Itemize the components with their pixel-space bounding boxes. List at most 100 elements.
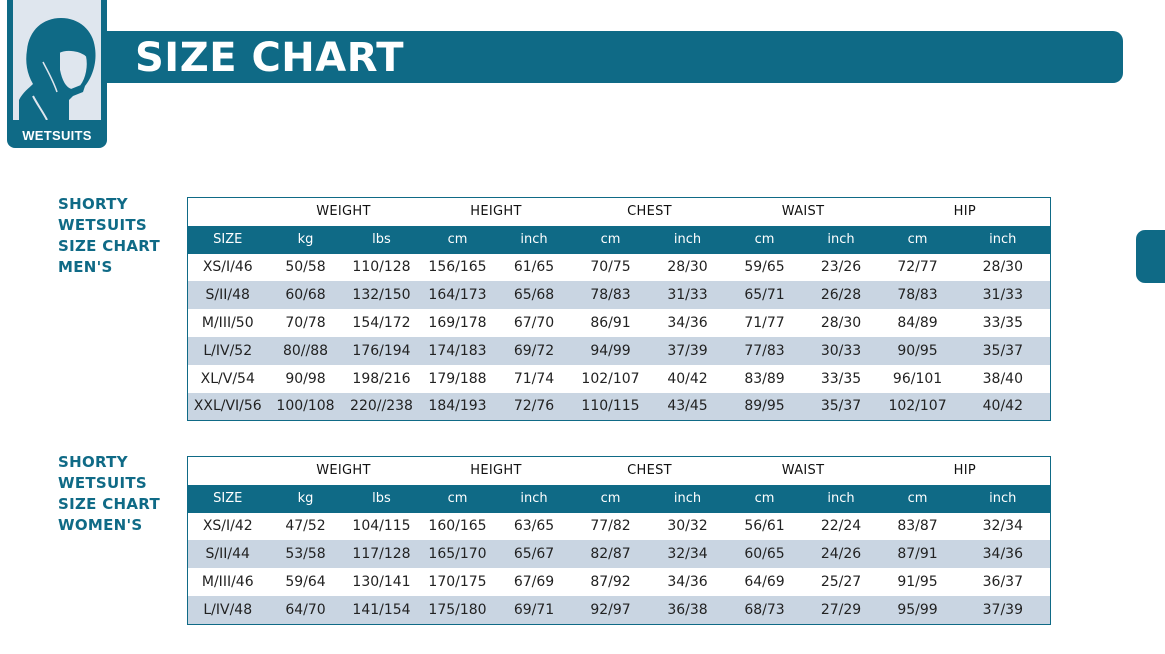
column-header-cell: cm	[419, 225, 496, 254]
table-cell: 117/128	[343, 540, 420, 569]
men-section-label: SHORTY WETSUITS SIZE CHART MEN'S	[58, 194, 178, 278]
table-cell: 64/70	[267, 595, 344, 625]
table-cell: 34/36	[648, 309, 727, 337]
table-cell: 67/69	[495, 568, 573, 596]
column-header-cell: inch	[955, 225, 1051, 254]
group-header-cell: WAIST	[726, 197, 880, 226]
column-header-cell: inch	[495, 484, 573, 513]
column-header-cell: cm	[572, 484, 649, 513]
table-cell: 31/33	[955, 281, 1051, 310]
table-cell: 77/82	[572, 512, 649, 541]
table-cell: 110/128	[343, 253, 420, 282]
table-cell: 67/70	[495, 309, 573, 337]
women-label-line: SIZE CHART	[58, 495, 161, 513]
table-cell: 63/65	[495, 512, 573, 541]
group-header-cell: WAIST	[726, 456, 880, 485]
women-label-line: WETSUITS	[58, 474, 148, 492]
table-cell: 80//88	[267, 336, 344, 365]
group-header-cell: WEIGHT	[267, 197, 420, 226]
table-cell: 33/35	[955, 309, 1051, 337]
table-cell: 70/78	[267, 309, 344, 337]
column-header-cell: inch	[802, 225, 880, 254]
table-cell: 110/115	[572, 392, 649, 421]
men-size-table: WEIGHT HEIGHT CHEST WAIST HIP SIZE kg lbs cm inch…	[187, 197, 1052, 422]
table-cell: 37/39	[955, 595, 1051, 625]
table-row: M/III/50 70/78 154/172 169/178 67/70 86/91 34/…	[187, 309, 1051, 337]
table-cell: M/III/50	[187, 309, 268, 337]
table-cell: 53/58	[267, 540, 344, 569]
table-cell: L/IV/48	[187, 595, 268, 625]
table-cell: 160/165	[419, 512, 496, 541]
men-label-line: SIZE CHART	[58, 237, 161, 255]
column-header-cell: kg	[267, 484, 344, 513]
table-cell: XXL/VI/56	[187, 392, 268, 421]
group-header-cell: HEIGHT	[419, 456, 573, 485]
table-cell: 179/188	[419, 364, 496, 393]
column-header-cell: lbs	[343, 225, 420, 254]
group-header-cell: WEIGHT	[267, 456, 420, 485]
table-cell: 174/183	[419, 336, 496, 365]
table-cell: XL/V/54	[187, 364, 268, 393]
column-header-row: SIZE kg lbs cm inch cm inch cm inch cm inch	[187, 225, 1051, 254]
table-cell: 90/98	[267, 364, 344, 393]
table-cell: 132/150	[343, 281, 420, 310]
table-cell: 102/107	[572, 364, 649, 393]
table-cell: 47/52	[267, 512, 344, 541]
table-cell: 65/67	[495, 540, 573, 569]
table-cell: 28/30	[648, 253, 727, 282]
table-cell: 175/180	[419, 595, 496, 625]
table-row: XXL/VI/56 100/108 220//238 184/193 72/76 110/…	[187, 392, 1051, 421]
badge-label: WETSUITS	[22, 128, 92, 143]
table-cell: 77/83	[726, 336, 803, 365]
group-header-blank	[187, 197, 268, 226]
group-header-cell: HIP	[879, 456, 1051, 485]
table-cell: 104/115	[343, 512, 420, 541]
women-label-line: SHORTY	[58, 453, 128, 471]
table-cell: 82/87	[572, 540, 649, 569]
women-size-table: WEIGHT HEIGHT CHEST WAIST HIP SIZE kg lbs cm inch…	[187, 456, 1052, 625]
group-header-cell: HEIGHT	[419, 197, 573, 226]
table-cell: 156/165	[419, 253, 496, 282]
group-header-blank	[187, 456, 268, 485]
table-cell: 102/107	[879, 392, 956, 421]
column-header-cell: lbs	[343, 484, 420, 513]
group-header-cell: HIP	[879, 197, 1051, 226]
column-header-cell: inch	[648, 225, 727, 254]
table-cell: 59/64	[267, 568, 344, 596]
table-cell: 94/99	[572, 336, 649, 365]
table-cell: 141/154	[343, 595, 420, 625]
group-header-cell: CHEST	[572, 456, 727, 485]
table-cell: 95/99	[879, 595, 956, 625]
table-cell: S/II/44	[187, 540, 268, 569]
table-cell: 30/32	[648, 512, 727, 541]
table-row: L/IV/52 80//88 176/194 174/183 69/72 94/99 37/…	[187, 336, 1051, 365]
table-cell: 130/141	[343, 568, 420, 596]
table-cell: 70/75	[572, 253, 649, 282]
table-cell: 34/36	[648, 568, 727, 596]
table-cell: 71/74	[495, 364, 573, 393]
table-cell: 90/95	[879, 336, 956, 365]
men-label-line: SHORTY	[58, 195, 128, 213]
table-cell: 87/91	[879, 540, 956, 569]
table-cell: 32/34	[955, 512, 1051, 541]
title-banner: SIZE CHART	[107, 31, 1123, 83]
table-row: S/II/44 53/58 117/128 165/170 65/67 82/87 32/3…	[187, 540, 1051, 569]
table-cell: 28/30	[802, 309, 880, 337]
table-cell: 83/87	[879, 512, 956, 541]
table-cell: 198/216	[343, 364, 420, 393]
table-cell: 72/77	[879, 253, 956, 282]
column-header-cell: inch	[955, 484, 1051, 513]
table-cell: 71/77	[726, 309, 803, 337]
wetsuits-badge: WETSUITS	[7, 0, 107, 148]
table-cell: 169/178	[419, 309, 496, 337]
table-cell: M/III/46	[187, 568, 268, 596]
table-cell: 69/71	[495, 595, 573, 625]
table-cell: 89/95	[726, 392, 803, 421]
table-cell: 60/65	[726, 540, 803, 569]
table-cell: 28/30	[955, 253, 1051, 282]
table-cell: 170/175	[419, 568, 496, 596]
table-cell: 69/72	[495, 336, 573, 365]
hooded-head-icon	[19, 18, 96, 121]
column-header-cell: SIZE	[187, 484, 268, 513]
table-cell: 83/89	[726, 364, 803, 393]
